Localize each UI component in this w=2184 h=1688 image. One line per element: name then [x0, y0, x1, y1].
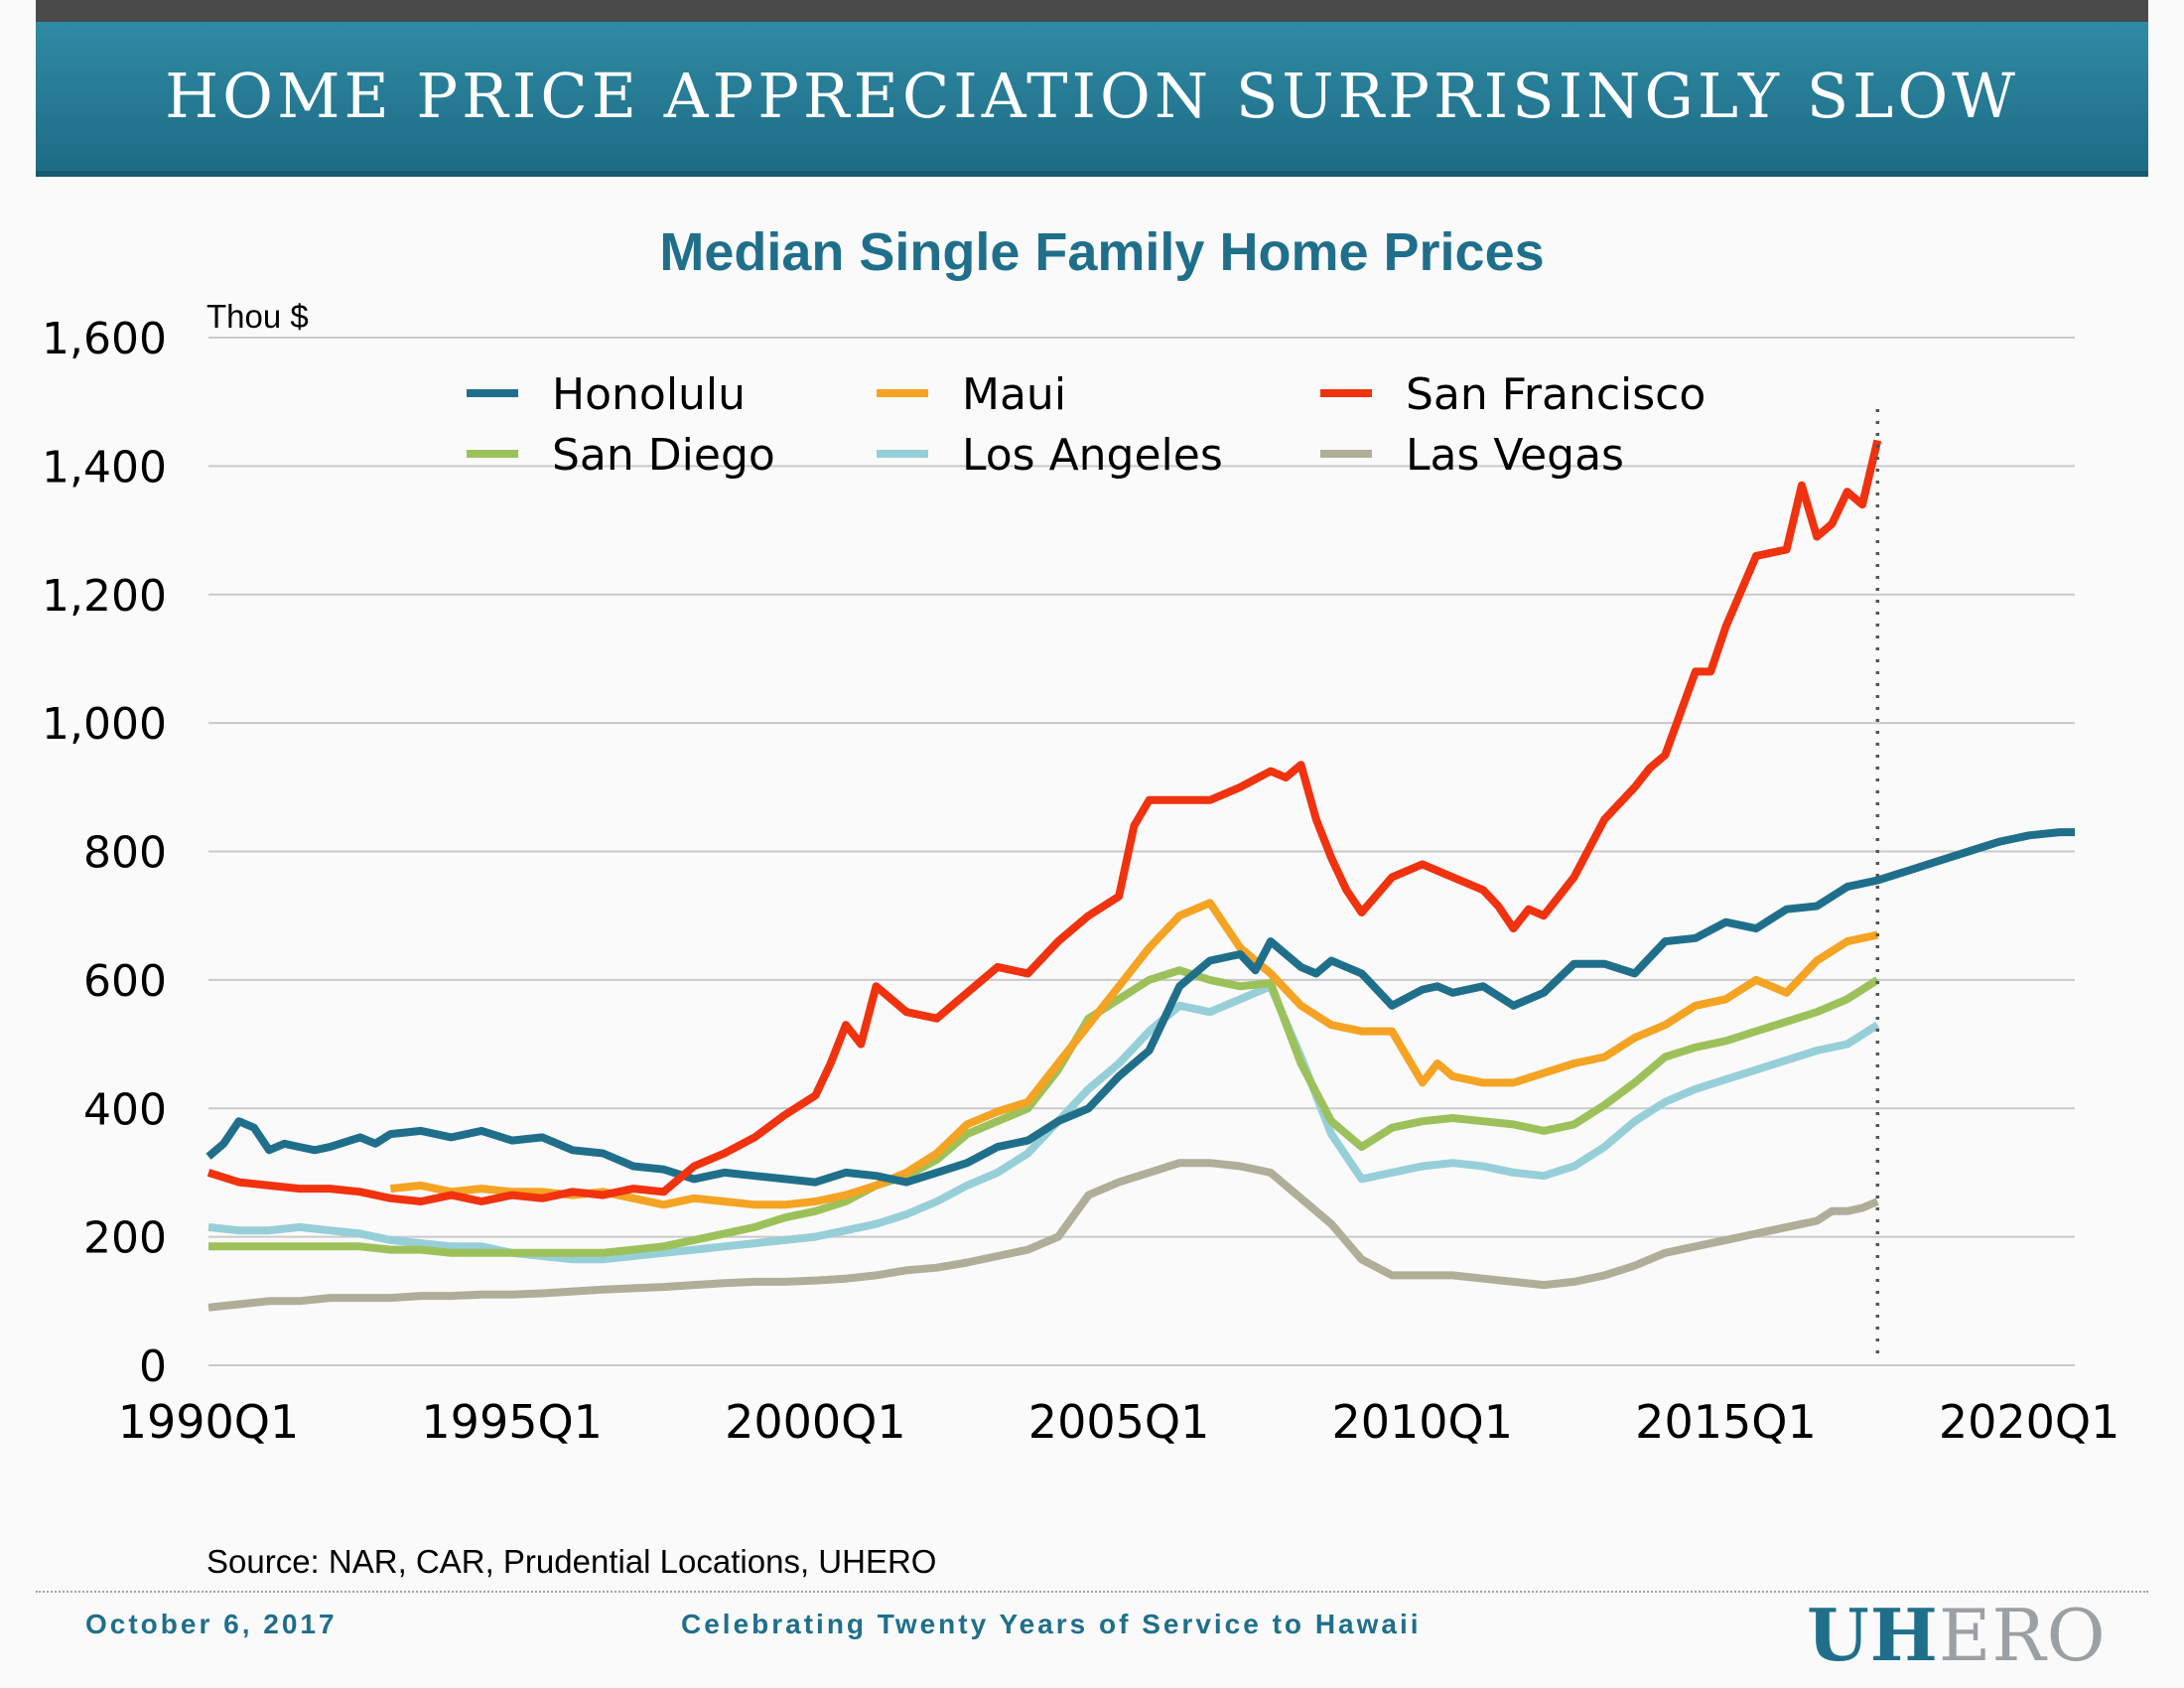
chart-title: Median Single Family Home Prices: [659, 222, 1544, 282]
y-axis-tick-labels: 0 200 400 600 800 1,000 1,200 1,400 1,600: [42, 314, 167, 1392]
gridlines: [208, 337, 2075, 1366]
legend-label-maui: Maui: [962, 369, 1066, 420]
legend-label-san-diego: San Diego: [552, 430, 775, 481]
footer-tagline: Celebrating Twenty Years of Service to H…: [681, 1609, 1422, 1639]
legend-label-san-francisco: San Francisco: [1406, 369, 1706, 420]
slide-title: HOME PRICE APPRECIATION SURPRISINGLY SLO…: [165, 60, 2019, 132]
series-lines: [205, 439, 2075, 1312]
y-tick-label: 1,600: [42, 314, 167, 364]
y-tick-label: 0: [139, 1341, 167, 1392]
header-banner: HOME PRICE APPRECIATION SURPRISINGLY SLO…: [36, 22, 2148, 177]
series-line-honolulu: [205, 828, 2075, 1187]
series-line-san-francisco: [206, 439, 1882, 1205]
x-tick-label: 2000Q1: [725, 1395, 906, 1449]
series-line-maui: [389, 899, 1879, 1209]
series-line-los-angeles: [207, 982, 1880, 1264]
legend-label-honolulu: Honolulu: [552, 369, 746, 420]
source-note: Source: NAR, CAR, Prudential Locations, …: [206, 1543, 936, 1580]
legend: Honolulu Maui San Francisco San Diego Los An…: [467, 369, 1706, 481]
y-tick-label: 1,400: [42, 442, 167, 492]
top-strip: [36, 0, 2148, 22]
footer-divider: [36, 1591, 2148, 1593]
x-tick-label: 2020Q1: [1939, 1395, 2120, 1449]
y-tick-label: 600: [83, 956, 167, 1007]
uhero-logo: UHERO: [1807, 1593, 2107, 1677]
y-axis-unit-label: Thou $: [206, 298, 309, 335]
x-tick-label: 1990Q1: [118, 1395, 300, 1449]
y-tick-label: 1,000: [42, 699, 167, 750]
x-tick-label: 1995Q1: [421, 1395, 603, 1449]
y-tick-label: 400: [83, 1084, 167, 1135]
footer-date: October 6, 2017: [85, 1609, 338, 1639]
y-tick-label: 1,200: [42, 571, 167, 622]
legend-label-las-vegas: Las Vegas: [1406, 430, 1624, 481]
y-tick-label: 800: [83, 828, 167, 879]
x-axis-tick-labels: 1990Q1 1995Q1 2000Q1 2005Q1 2010Q1 2015Q1 2020…: [118, 1395, 2120, 1449]
y-tick-label: 200: [83, 1213, 167, 1264]
x-tick-label: 2010Q1: [1331, 1395, 1513, 1449]
x-tick-label: 2015Q1: [1635, 1395, 1817, 1449]
series-line-san-diego: [208, 966, 1880, 1257]
x-tick-label: 2005Q1: [1028, 1395, 1210, 1449]
legend-label-los-angeles: Los Angeles: [962, 430, 1223, 481]
series-line-las-vegas: [207, 1159, 1879, 1312]
